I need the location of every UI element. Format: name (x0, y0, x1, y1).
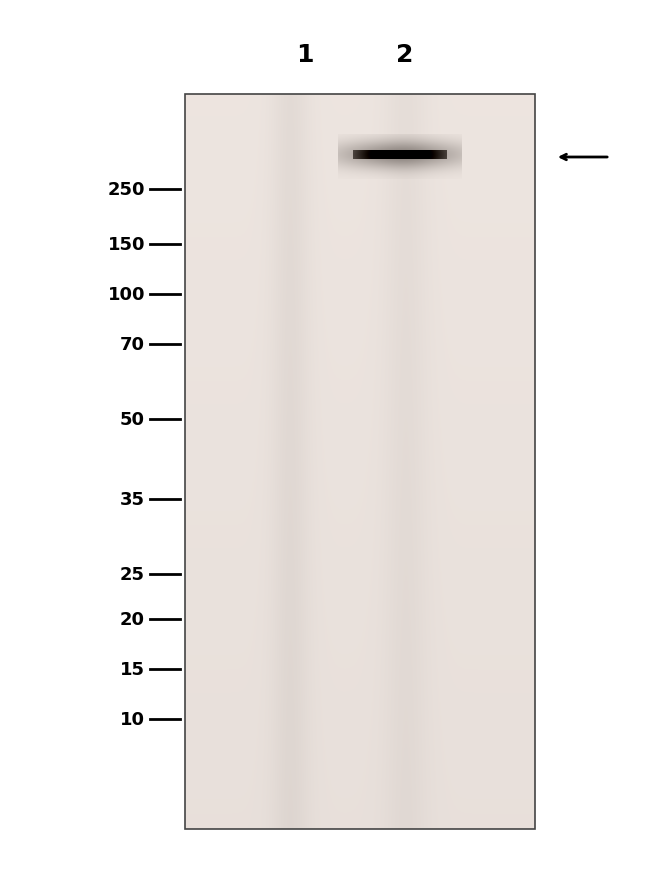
Text: 250: 250 (107, 181, 145, 199)
Text: 70: 70 (120, 335, 145, 354)
Text: 2: 2 (396, 43, 413, 67)
Text: 25: 25 (120, 566, 145, 583)
Bar (185, 95, 535, 829)
Text: 100: 100 (107, 286, 145, 303)
Text: 35: 35 (120, 490, 145, 508)
Text: 20: 20 (120, 610, 145, 628)
Text: 10: 10 (120, 710, 145, 728)
Text: 50: 50 (120, 410, 145, 428)
Text: 150: 150 (107, 235, 145, 254)
Text: 1: 1 (296, 43, 314, 67)
Text: 15: 15 (120, 660, 145, 678)
